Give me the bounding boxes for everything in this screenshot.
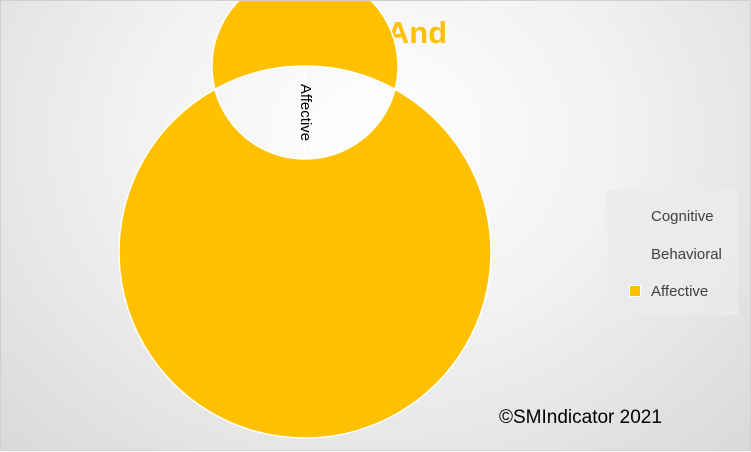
legend-item-affective: Affective [629, 281, 708, 301]
legend-label: Affective [651, 282, 709, 300]
data-label-affective: Affective [297, 84, 314, 141]
legend-label: Cognitive [651, 207, 714, 225]
slice-affective [118, 1, 492, 439]
legend-item-cognitive: Cognitive [629, 206, 714, 226]
legend: Cognitive Behavioral Affective [607, 190, 738, 315]
copyright-text: ©SMIndicator 2021 [499, 407, 662, 428]
legend-swatch-affective [629, 285, 641, 297]
legend-label: Behavioral [651, 245, 722, 263]
legend-item-behavioral: Behavioral [629, 244, 722, 264]
